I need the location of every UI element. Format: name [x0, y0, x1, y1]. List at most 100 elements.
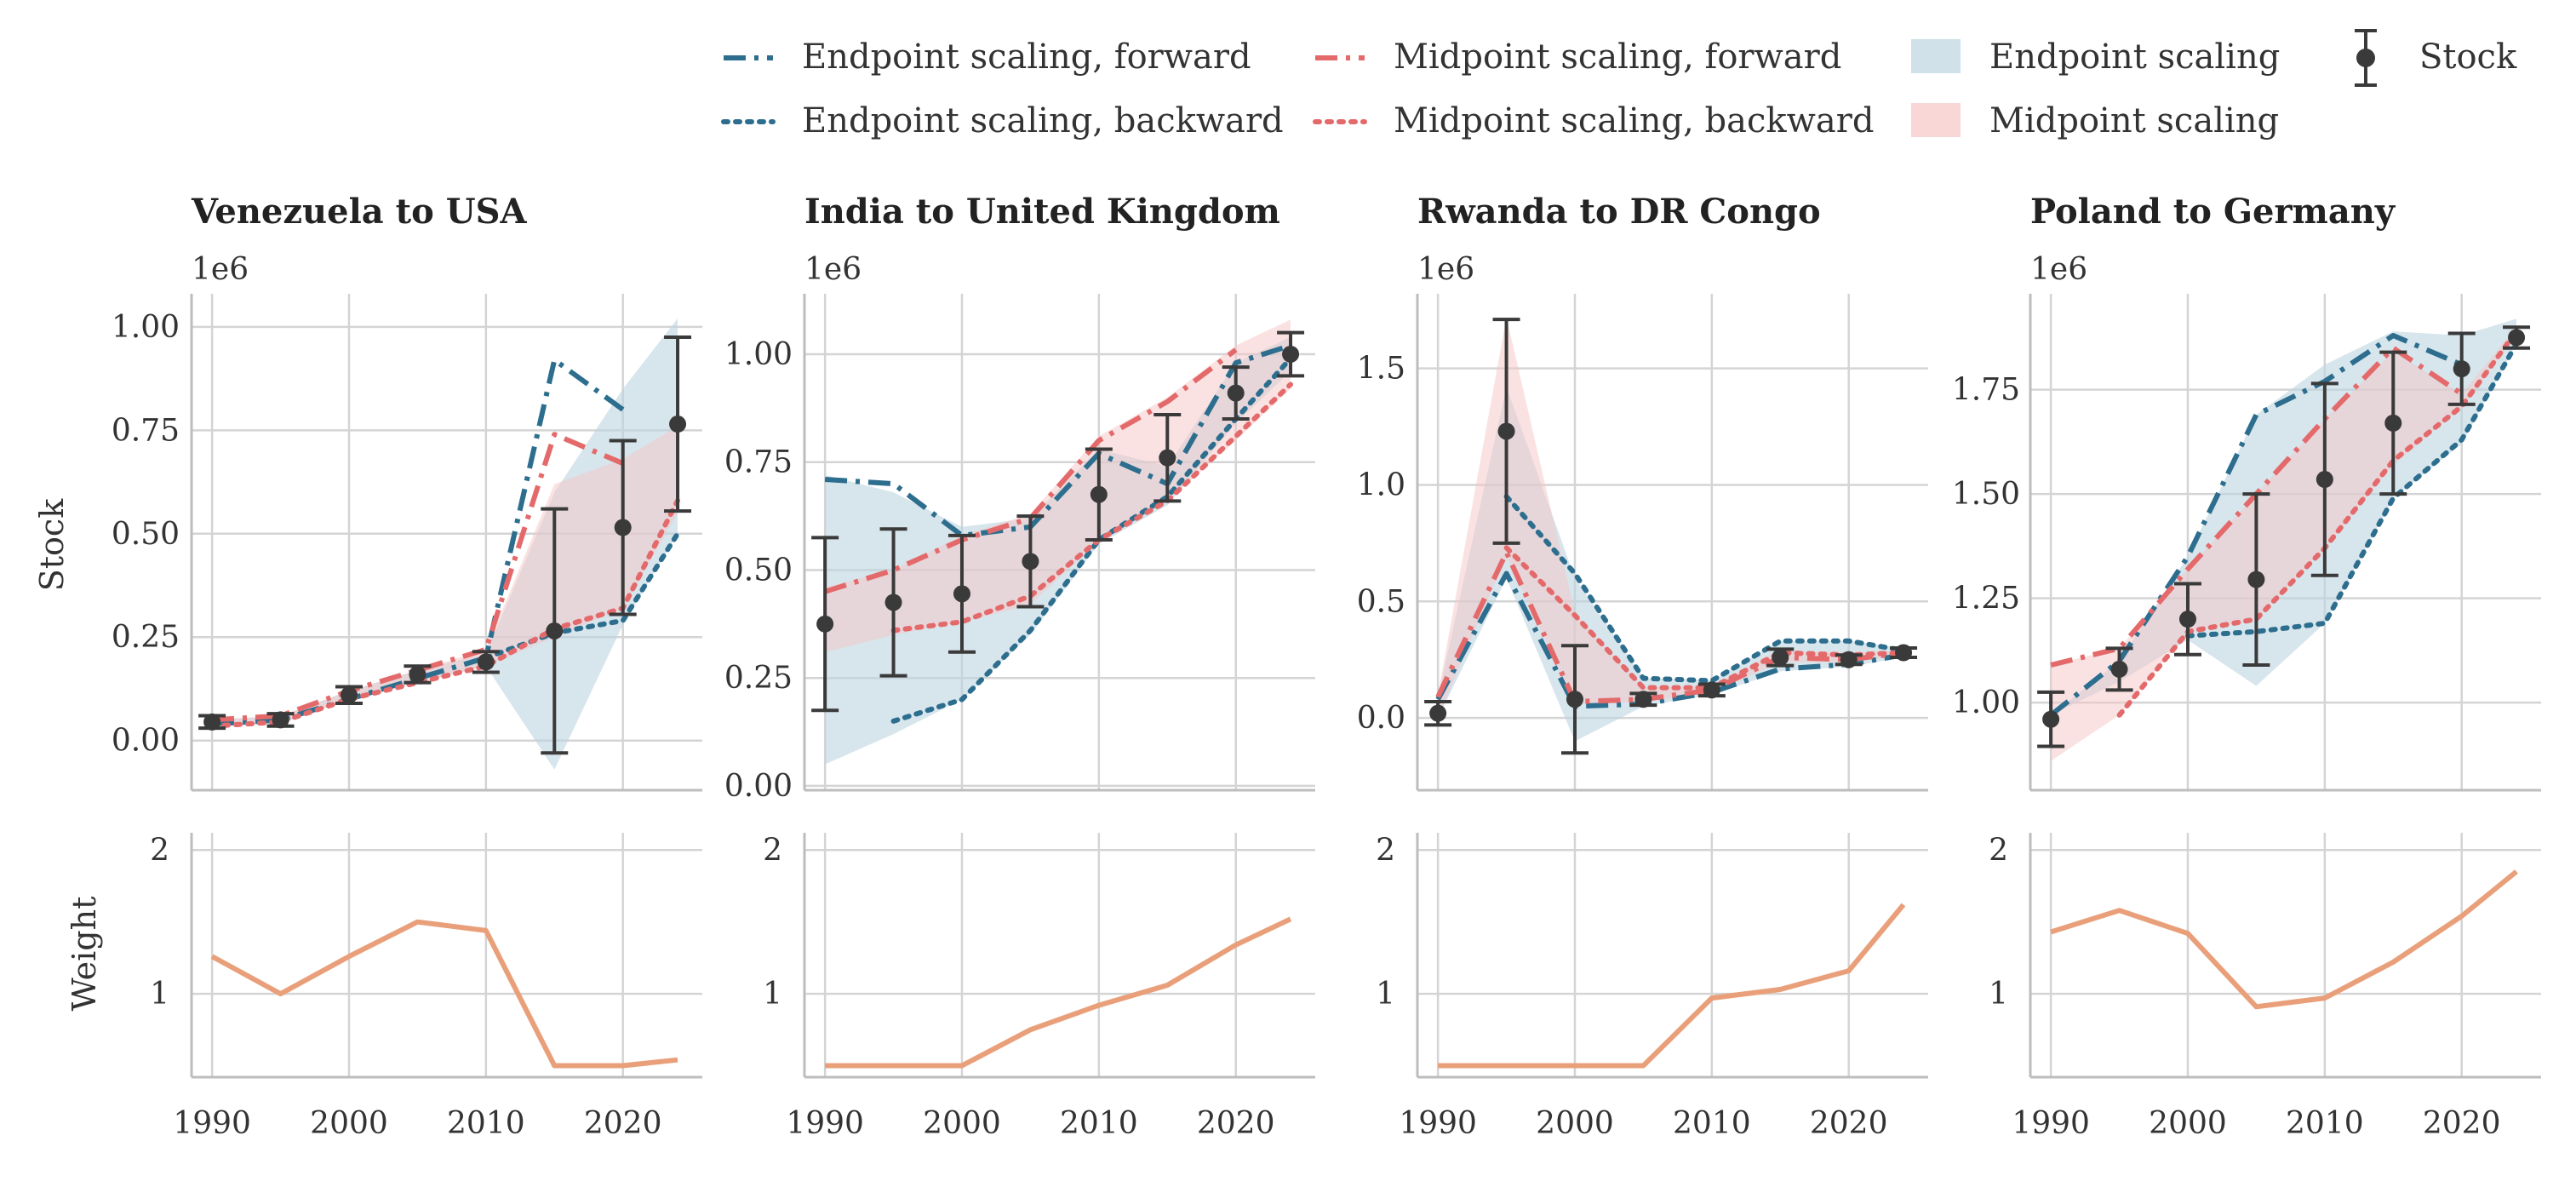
stock-point [1890, 644, 1918, 662]
endpoint-scaling-band [212, 318, 678, 770]
stock-marker [477, 653, 495, 671]
endpoint-backward-line [1503, 494, 1906, 684]
weight-line [2050, 869, 2518, 1010]
stock-marker [1566, 691, 1583, 708]
legend-label: Midpoint scaling, forward [1394, 37, 1841, 77]
stock-point [1560, 644, 1589, 755]
stock-marker [2453, 360, 2470, 378]
y-tick-label: 1.0 [1357, 467, 1405, 502]
axis-scale-label: 1e6 [192, 252, 249, 287]
stock-marker [884, 594, 902, 611]
stock-point [811, 536, 839, 713]
stock-point [1153, 412, 1182, 503]
panel-title: Poland to Germany [2030, 192, 2396, 232]
x-tick-label: 1990 [173, 1106, 251, 1141]
stock-row-label: Stock [33, 498, 71, 591]
endpoint-forward-line [1435, 571, 1904, 709]
stock-marker [2316, 471, 2333, 489]
x-tick-label: 2010 [2286, 1106, 2364, 1141]
stock-point [1277, 330, 1305, 378]
weight-row-label: Weight [66, 897, 103, 1012]
x-tick-label: 2020 [584, 1106, 662, 1141]
stock-subplot: 0.00 0.25 0.50 0.75 1.00 [112, 294, 702, 792]
stock-marker [340, 686, 358, 704]
midpoint-scaling-band [2051, 327, 2516, 761]
stock-marker [1840, 651, 1858, 668]
y-tick-label: 2 [1376, 833, 1395, 868]
legend-item-endpoint-scaling-backward: Endpoint scaling, backward [721, 101, 1284, 140]
x-tick-label: 2020 [1197, 1106, 1275, 1141]
panel-title: India to United Kingdom [804, 192, 1280, 232]
stock-subplot: 1.00 1.25 1.50 1.75 [1952, 294, 2541, 792]
stock-point [1766, 647, 1795, 668]
stock-point [1016, 514, 1045, 609]
panel-venezuela-to-usa: Venezuela to USA 1e6 0.00 0.25 0.50 0.75 1.00 1… [112, 192, 702, 1141]
stock-marker [272, 711, 289, 729]
y-tick-label: 1 [763, 977, 782, 1012]
y-tick-label: 0.75 [112, 413, 180, 448]
x-tick-label: 2000 [923, 1106, 1001, 1141]
weight-line [1438, 903, 1906, 1069]
stock-point [1492, 318, 1520, 545]
legend-label: Endpoint scaling, backward [802, 101, 1284, 140]
y-tick-label: 0.5 [1357, 584, 1405, 619]
stock-marker [953, 585, 970, 603]
x-tick-label: 1990 [2012, 1106, 2090, 1141]
stock-point [609, 439, 637, 616]
stock-marker [1634, 691, 1652, 708]
x-tick-label: 1990 [786, 1106, 864, 1141]
y-tick-label: 1.75 [1952, 373, 2020, 408]
stock-marker [669, 416, 687, 433]
midpoint-forward-line [1435, 549, 1904, 704]
midpoint-backward-line [209, 497, 680, 729]
stock-marker [2508, 329, 2526, 347]
stock-marker [1159, 449, 1176, 467]
panel-poland-to-germany: Poland to Germany 1e6 1.00 1.25 1.50 1.75 1990… [1952, 192, 2541, 1141]
weight-subplot: 1990 2000 2010 2020 1 2 [1989, 833, 2541, 1141]
weight-line [210, 919, 678, 1069]
weight-subplot: 1990 2000 2010 2020 1 2 [1376, 833, 1928, 1141]
stock-marker [1227, 384, 1245, 402]
legend-item-midpoint-scaling-forward: Midpoint scaling, forward [1315, 37, 1841, 77]
stock-marker [2042, 710, 2060, 728]
stock-point [1697, 681, 1726, 699]
y-tick-label: 1 [1989, 977, 2008, 1012]
stock-marker [2384, 414, 2402, 432]
midpoint-scaling-band [212, 426, 678, 726]
stock-point [664, 335, 692, 513]
y-tick-label: 1.50 [1952, 477, 2020, 512]
stock-subplot: 0.00 0.25 0.50 0.75 1.00 [724, 294, 1315, 804]
y-tick-label: 1.00 [724, 337, 793, 372]
stock-subplot: 0.0 0.5 1.0 1.5 [1357, 294, 1928, 792]
legend: Endpoint scaling, forward Endpoint scalin… [721, 29, 2517, 140]
weight-subplot: 1990 2000 2010 2020 1 2 [150, 833, 702, 1141]
stock-point [1085, 447, 1113, 542]
weight-subplot: 1990 2000 2010 2020 1 2 [763, 833, 1315, 1141]
y-tick-label: 2 [150, 833, 169, 868]
stock-point [1424, 699, 1452, 727]
stock-point [879, 527, 907, 678]
stock-point [2447, 331, 2476, 406]
stock-point [2310, 381, 2338, 577]
stock-marker [546, 622, 564, 639]
x-tick-label: 2010 [447, 1106, 525, 1141]
panel-rwanda-to-dr-congo: Rwanda to DR Congo 1e6 0.0 0.5 1.0 1.5 1990 200… [1357, 192, 1928, 1141]
legend-item-endpoint-scaling-forward: Endpoint scaling, forward [724, 37, 1251, 77]
panel-india-to-united-kingdom: India to United Kingdom1e60.000.250.500.… [724, 192, 1315, 1141]
legend-item-endpoint-scaling: Endpoint scaling [1911, 37, 2280, 77]
y-tick-label: 1.00 [1952, 685, 2020, 720]
stock-marker [1090, 485, 1108, 503]
y-tick-label: 1.5 [1357, 352, 1405, 387]
stock-point [2242, 492, 2270, 668]
x-tick-label: 2000 [310, 1106, 388, 1141]
panel-title: Venezuela to USA [191, 192, 527, 232]
axis-scale-label: 1e6 [1417, 252, 1474, 287]
legend-marker [2356, 49, 2375, 67]
stock-point [335, 685, 363, 705]
y-tick-label: 0.00 [724, 769, 793, 804]
stock-marker [203, 713, 221, 731]
stock-point [1835, 651, 1863, 668]
stock-point [1629, 691, 1657, 708]
endpoint-backward-line [2185, 341, 2519, 639]
